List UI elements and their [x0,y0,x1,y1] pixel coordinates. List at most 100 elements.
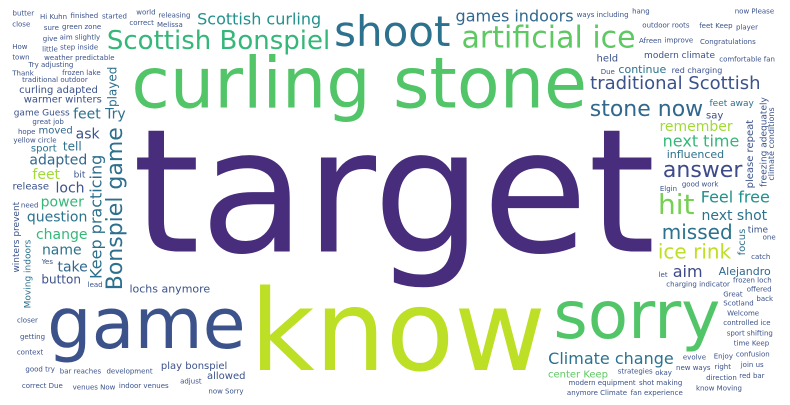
cloud-word: development [106,368,152,376]
cloud-word: hit [658,188,695,221]
cloud-word: center Keep [548,370,608,381]
cloud-word: allowed [207,371,245,382]
cloud-word: play bonspiel [161,361,227,372]
cloud-word: correct Due [22,382,63,390]
cloud-word: Congratulations [700,38,756,46]
cloud-word: give [43,35,58,43]
cloud-word: confusion [736,350,770,358]
cloud-word: great job [32,118,64,126]
cloud-word: one [763,233,776,241]
cloud-word: artificial ice [462,21,636,56]
cloud-word: feet Try [73,107,126,123]
cloud-word: Welcome [727,309,759,317]
cloud-word: step inside [60,44,98,52]
cloud-word: traditional Scottish [590,73,760,94]
cloud-word: back [756,295,774,303]
cloud-word: freezing adequately [759,96,769,187]
cloud-word: time Keep [734,340,770,348]
cloud-word: indoor venues [119,382,169,390]
cloud-word: closer [17,316,38,324]
cloud-word: now Sorry [208,387,243,395]
cloud-word: little [42,45,58,53]
cloud-word: warmer winters [24,94,102,105]
cloud-word: focus [737,229,748,256]
cloud-word: charging indicator [666,281,730,289]
cloud-word: Elgin [660,185,677,193]
cloud-word: stone now [590,97,703,122]
cloud-word: direction [706,374,737,382]
cloud-word: continue [618,63,666,76]
cloud-word: shoot [334,8,450,56]
cloud-word: feet [32,167,60,183]
cloud-word: power [41,195,85,211]
cloud-word: curling stone [131,42,587,124]
cloud-word: Moving indoors [24,239,34,308]
cloud-word: fan experience [631,389,683,397]
cloud-word: ask [76,127,101,143]
cloud-word: played [105,67,119,107]
cloud-word: butter [13,9,35,17]
cloud-word: games indoors [456,8,574,25]
cloud-word: moved [39,126,73,137]
cloud-word: Melissa [157,21,183,29]
cloud-word: modern climate [644,51,715,61]
cloud-word: answer [663,158,743,183]
cloud-word: Scottish Bonspiel [107,26,330,56]
cloud-word: sport [31,144,57,155]
cloud-word: finished [71,12,99,20]
cloud-word: Due [601,68,615,76]
cloud-word: okay [655,369,672,377]
cloud-word: Hi Kuhn [40,13,67,21]
cloud-word: let [659,271,668,279]
cloud-word: world [136,9,155,17]
cloud-word: comfortable fan [719,55,775,63]
cloud-word: catch [751,253,770,261]
cloud-word: Keep practicing [87,155,106,279]
cloud-word: controlled ice [723,319,770,327]
cloud-word: next shot [701,208,767,224]
cloud-word: missed [662,220,733,244]
cloud-word: green zone [62,23,101,31]
cloud-word: yellow circle [13,137,56,145]
cloud-word: Enjoy [714,353,733,361]
cloud-word: know [250,267,546,397]
cloud-word: release [13,181,49,192]
cloud-word: question [27,209,87,225]
cloud-word: curling adapted [19,85,98,96]
cloud-word: remember [659,119,732,135]
cloud-word: How [12,43,28,51]
cloud-word: feet Keep [699,22,733,30]
cloud-word: Climate change [548,349,674,368]
cloud-word: know Moving [696,385,742,393]
cloud-word: Alejandro [719,265,771,278]
cloud-word: offered [747,286,772,294]
cloud-word: change [36,227,88,243]
cloud-word: lead [88,281,103,289]
cloud-word: now Please [735,8,774,16]
cloud-word: Yes [41,258,54,266]
cloud-word: bit [74,170,86,180]
cloud-word: Great [723,290,743,298]
cloud-word: Scottish curling [197,9,321,28]
cloud-word: context [17,349,44,357]
cloud-word: ice rink [658,239,732,263]
cloud-word: hang [632,8,650,16]
cloud-word: right [715,363,732,371]
cloud-word: correct [129,19,154,27]
cloud-word: player [736,23,758,31]
cloud-word: feet away [710,99,755,109]
cloud-word: frozen loch [733,276,772,284]
cloud-word: red charging [672,66,723,75]
cloud-word: next time [663,131,740,150]
cloud-word: Thank [12,70,35,78]
cloud-word: take [57,260,87,276]
cloud-word: evolve [683,354,706,362]
cloud-word: say [706,111,723,122]
cloud-word: new ways [676,364,711,372]
cloud-word: button [41,272,81,286]
cloud-word: Try adjusting [28,61,74,69]
cloud-word: town [12,54,29,62]
cloud-word: weather predictable [44,54,114,62]
cloud-word: good try [25,365,54,373]
